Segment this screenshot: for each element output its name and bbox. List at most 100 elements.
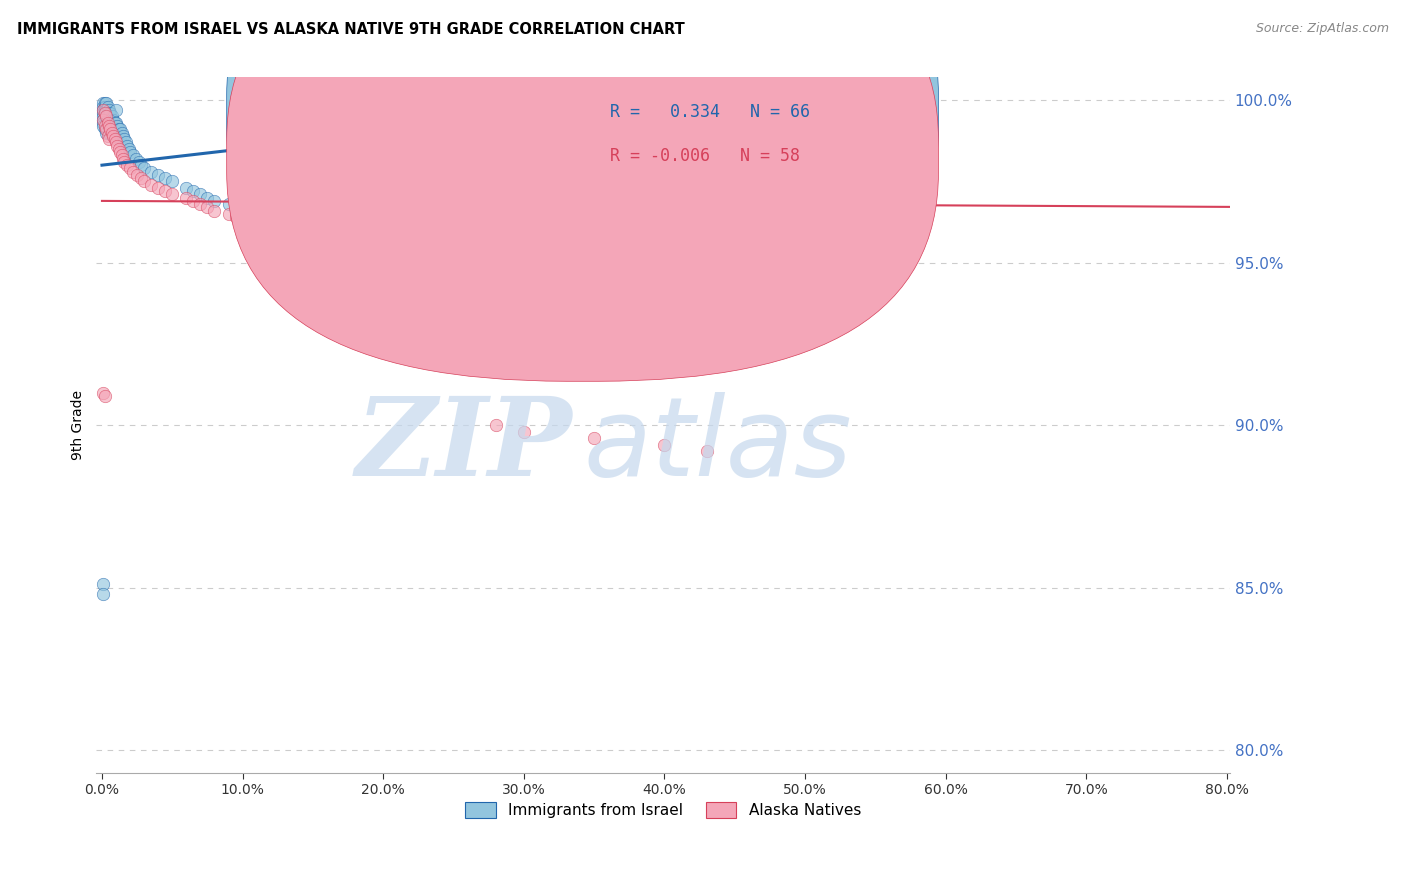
Point [197, 201, 219, 215]
Point [176, 181, 198, 195]
Point [246, 217, 269, 231]
Point [225, 210, 247, 224]
Point [96, 122, 118, 136]
Point [97, 128, 120, 143]
Point [127, 168, 149, 182]
Point [131, 171, 153, 186]
Point [93, 100, 115, 114]
Text: ZIP: ZIP [356, 392, 572, 500]
Point [111, 126, 134, 140]
Point [183, 184, 205, 198]
Point [183, 194, 205, 208]
FancyBboxPatch shape [226, 0, 938, 337]
Point [93, 112, 115, 127]
Y-axis label: 9th Grade: 9th Grade [72, 390, 86, 460]
Point [197, 191, 219, 205]
Point [97, 116, 120, 130]
Point [583, 431, 606, 445]
Point [120, 161, 142, 176]
Point [110, 132, 132, 146]
Point [107, 119, 129, 133]
Point [107, 138, 129, 153]
Point [94, 119, 117, 133]
Point [93, 119, 115, 133]
Point [103, 128, 125, 143]
Point [274, 223, 297, 237]
Point [93, 112, 115, 127]
Point [148, 181, 170, 195]
Point [96, 126, 118, 140]
Point [103, 112, 125, 127]
Point [93, 106, 115, 120]
Point [316, 233, 339, 247]
Point [104, 116, 127, 130]
Point [429, 246, 451, 260]
Point [103, 126, 125, 140]
Point [260, 219, 283, 234]
FancyBboxPatch shape [550, 81, 935, 189]
Point [94, 106, 117, 120]
Point [101, 122, 124, 136]
Point [93, 116, 115, 130]
Point [112, 128, 135, 143]
Point [98, 119, 121, 133]
Point [96, 96, 118, 111]
Point [111, 148, 134, 162]
Text: IMMIGRANTS FROM ISRAEL VS ALASKA NATIVE 9TH GRADE CORRELATION CHART: IMMIGRANTS FROM ISRAEL VS ALASKA NATIVE … [17, 22, 685, 37]
Text: R = -0.006   N = 58: R = -0.006 N = 58 [610, 147, 800, 165]
Point [96, 110, 118, 124]
Point [94, 389, 117, 403]
Point [162, 174, 184, 188]
Point [94, 103, 117, 117]
Point [96, 110, 118, 124]
Point [1272, 197, 1295, 211]
Point [96, 103, 118, 117]
Point [93, 385, 115, 400]
Point [110, 145, 132, 160]
Point [134, 174, 156, 188]
Point [94, 96, 117, 111]
Point [105, 116, 128, 130]
Point [696, 444, 718, 458]
Point [97, 112, 120, 127]
Point [115, 136, 138, 150]
Point [302, 229, 325, 244]
Point [100, 106, 122, 120]
Point [93, 96, 115, 111]
Point [204, 203, 226, 218]
Point [125, 152, 148, 166]
Point [122, 148, 145, 162]
Text: Source: ZipAtlas.com: Source: ZipAtlas.com [1256, 22, 1389, 36]
Point [513, 425, 536, 439]
Point [94, 100, 117, 114]
Point [98, 132, 121, 146]
Point [131, 158, 153, 172]
Point [654, 437, 676, 451]
Point [112, 152, 135, 166]
Point [114, 132, 136, 146]
Point [344, 236, 367, 251]
Point [218, 197, 240, 211]
Point [93, 110, 115, 124]
Point [93, 587, 115, 601]
Point [101, 126, 124, 140]
Point [105, 128, 128, 143]
Point [94, 122, 117, 136]
Point [108, 142, 131, 156]
Point [373, 239, 395, 253]
Point [155, 171, 177, 186]
Point [105, 103, 128, 117]
Point [232, 201, 254, 215]
Legend: Immigrants from Israel, Alaska Natives: Immigrants from Israel, Alaska Natives [458, 796, 868, 824]
Point [162, 187, 184, 202]
Text: atlas: atlas [583, 392, 852, 500]
Point [204, 194, 226, 208]
Point [457, 249, 479, 263]
Point [260, 207, 283, 221]
Point [148, 168, 170, 182]
Point [190, 197, 212, 211]
Point [141, 178, 163, 192]
FancyBboxPatch shape [226, 0, 938, 381]
Point [93, 103, 115, 117]
Point [98, 126, 121, 140]
